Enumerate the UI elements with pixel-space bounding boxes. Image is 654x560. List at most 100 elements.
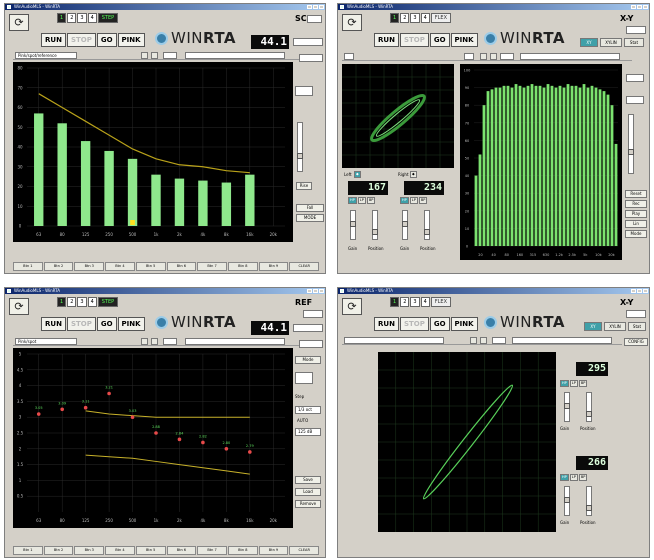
slider-knob[interactable] <box>297 153 303 159</box>
side-button-rec[interactable]: Rec <box>625 200 647 208</box>
tab-xylin[interactable]: XYLIN <box>600 38 622 47</box>
step-field[interactable] <box>295 372 313 384</box>
channel-select[interactable]: Pink/spot <box>15 338 77 345</box>
bottom-button-4[interactable]: Btn 5 <box>135 546 166 555</box>
gain-slider-y[interactable] <box>564 486 570 516</box>
run-button[interactable]: RUN <box>374 33 399 47</box>
xy-scope-plot[interactable] <box>378 352 556 532</box>
stop-button[interactable]: STOP <box>66 317 96 331</box>
tab-stat[interactable]: Stat <box>624 38 644 47</box>
slider-knob[interactable] <box>628 149 634 155</box>
number-button-4[interactable]: 4 <box>420 13 430 23</box>
go-button[interactable]: GO <box>96 33 117 47</box>
position-slider-left[interactable] <box>372 210 378 240</box>
save-icon[interactable] <box>480 53 487 60</box>
filter-hp[interactable]: HP <box>400 197 409 204</box>
pink-button[interactable]: PINK <box>450 317 478 331</box>
bottom-button-7[interactable]: Btn 8 <box>227 262 258 271</box>
bottom-button-1[interactable]: Btn 2 <box>43 262 74 271</box>
zoom-select[interactable] <box>163 52 177 59</box>
right-link-toggle[interactable]: ◆ <box>410 171 417 178</box>
bottom-button-0[interactable]: Btn 1 <box>13 262 43 271</box>
minimize-button[interactable] <box>307 5 312 9</box>
bottom-button-8[interactable]: Btn 9 <box>258 262 289 271</box>
number-button-2[interactable]: 2 <box>400 297 410 307</box>
number-button-1[interactable]: 1 <box>57 297 67 307</box>
bottom-button-4[interactable]: Btn 5 <box>135 262 166 271</box>
number-button-3[interactable]: 3 <box>77 13 87 23</box>
save-icon[interactable] <box>141 52 148 59</box>
save-icon[interactable] <box>141 338 148 345</box>
range-select[interactable]: 125 dB <box>295 428 321 436</box>
number-button-1[interactable]: 1 <box>57 13 67 23</box>
tab-xy[interactable]: XY <box>580 38 598 47</box>
info-field[interactable] <box>520 53 620 60</box>
left-link-toggle[interactable]: ◆ <box>354 171 361 178</box>
number-button-3[interactable]: 3 <box>410 13 420 23</box>
number-button-3[interactable]: 3 <box>77 297 87 307</box>
mode-dropdown[interactable] <box>307 15 322 23</box>
print-icon[interactable] <box>480 337 487 344</box>
close-button[interactable] <box>319 5 324 9</box>
slider-knob[interactable] <box>586 411 592 417</box>
position-slider-right[interactable] <box>424 210 430 240</box>
number-button-4[interactable]: 4 <box>87 13 97 23</box>
side-button-mode[interactable]: MODE <box>296 214 324 222</box>
maximize-button[interactable] <box>313 5 318 9</box>
maximize-button[interactable] <box>637 5 642 9</box>
mode-dropdown[interactable] <box>626 26 646 34</box>
bottom-button-2[interactable]: Btn 3 <box>74 546 105 555</box>
print-icon[interactable] <box>151 338 158 345</box>
number-button-2[interactable]: 2 <box>400 13 410 23</box>
side-button-mode[interactable]: Mode <box>625 230 647 238</box>
bottom-button-2[interactable]: Btn 3 <box>74 262 105 271</box>
auto-option[interactable]: AUTO <box>297 418 309 423</box>
side-button-mode[interactable]: Mode <box>295 356 321 364</box>
number-button-2[interactable]: 2 <box>67 13 77 23</box>
bottom-button-9[interactable]: CLEAR <box>289 262 320 271</box>
filter-lp[interactable]: LP <box>569 380 578 387</box>
run-button[interactable]: RUN <box>41 33 66 47</box>
filter-lp[interactable]: LP <box>569 474 578 481</box>
bottom-button-0[interactable]: Btn 1 <box>13 546 43 555</box>
side-button-reset[interactable]: Reset <box>625 190 647 198</box>
mode-dropdown[interactable] <box>303 310 323 318</box>
filter-bp[interactable]: BP <box>418 197 428 204</box>
channel-select[interactable] <box>344 337 444 344</box>
position-slider-y[interactable] <box>586 486 592 516</box>
back-arrow-icon[interactable]: ⟳ <box>342 14 362 31</box>
slider-knob[interactable] <box>350 221 356 227</box>
go-button[interactable]: GO <box>96 317 117 331</box>
side-button-rise[interactable]: Rise <box>296 182 312 190</box>
side-button-remove[interactable]: Remove <box>295 500 321 508</box>
side-button-play[interactable]: Play <box>625 210 647 218</box>
bottom-button-5[interactable]: Btn 6 <box>166 262 197 271</box>
slider-knob[interactable] <box>424 229 430 235</box>
number-button-4[interactable]: 4 <box>420 297 430 307</box>
bottom-button-6[interactable]: Btn 7 <box>197 262 227 271</box>
mode-button[interactable]: STEP <box>97 13 119 23</box>
bottom-button-3[interactable]: Btn 4 <box>105 546 135 555</box>
slider-knob[interactable] <box>372 229 378 235</box>
slider-knob[interactable] <box>564 403 570 409</box>
mode-dropdown[interactable] <box>626 310 646 318</box>
filter-hp[interactable]: HP <box>560 474 569 481</box>
filter-lp[interactable]: LP <box>409 197 418 204</box>
back-arrow-icon[interactable]: ⟳ <box>9 14 29 31</box>
gain-slider-x[interactable] <box>564 392 570 422</box>
side-button-fall[interactable]: Fall <box>296 204 324 212</box>
level-slider[interactable] <box>628 114 634 174</box>
config-dropdown[interactable] <box>299 54 323 62</box>
back-arrow-icon[interactable]: ⟳ <box>342 298 362 315</box>
title-bar[interactable]: WinAudioMLS - WinRTA <box>5 4 325 10</box>
bottom-button-1[interactable]: Btn 2 <box>43 546 74 555</box>
channel-select[interactable]: Pink/spot/reference <box>15 52 77 59</box>
octave-select[interactable]: 1/3 oct <box>295 406 321 414</box>
tab-stat[interactable]: Stat <box>628 322 646 331</box>
close-button[interactable] <box>643 5 648 9</box>
config-button[interactable]: CONFIG <box>624 338 648 346</box>
minimize-button[interactable] <box>631 5 636 9</box>
number-button-1[interactable]: 1 <box>390 297 400 307</box>
zoom-select[interactable] <box>500 53 514 60</box>
slider-knob[interactable] <box>586 505 592 511</box>
